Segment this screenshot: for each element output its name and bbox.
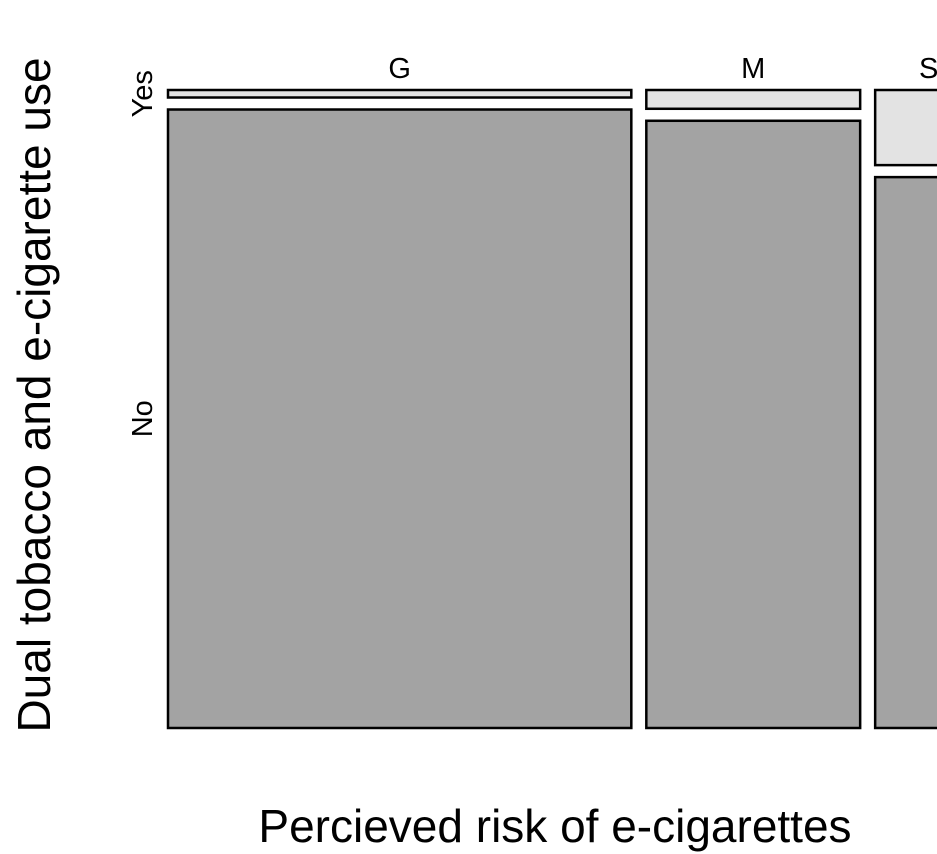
y-axis-title: Dual tobacco and e-cigarette use xyxy=(8,57,60,732)
column-label-g: G xyxy=(388,53,411,85)
row-label-no: No xyxy=(127,400,159,437)
tile-g-yes xyxy=(166,88,633,99)
row-labels: Yes No xyxy=(127,70,159,437)
tile-s-yes xyxy=(873,88,937,167)
column-label-m: M xyxy=(741,53,765,85)
column-label-s: S xyxy=(919,53,937,85)
tile-g-no xyxy=(166,108,633,730)
tile-m-no xyxy=(645,119,862,730)
mosaic-tiles xyxy=(166,88,937,730)
tile-m-yes xyxy=(645,88,862,111)
tile-s-no xyxy=(873,175,937,730)
x-axis-title: Percieved risk of e-cigarettes xyxy=(258,800,851,852)
column-labels: GMSN xyxy=(388,53,937,85)
row-label-yes: Yes xyxy=(127,70,159,117)
